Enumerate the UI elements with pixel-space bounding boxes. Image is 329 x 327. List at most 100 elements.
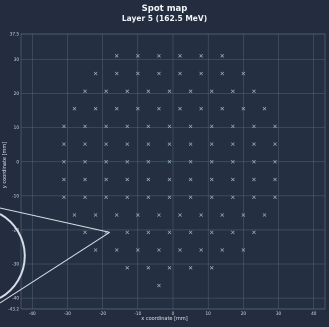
spot-point: [199, 213, 203, 217]
spot-marker-stroke: [220, 54, 224, 58]
spot-point: [241, 248, 246, 252]
spot-marker-stroke: [209, 230, 214, 235]
zoom-inset: [0, 207, 110, 304]
spot-point: [231, 195, 235, 199]
spot-point: [146, 177, 151, 182]
spot-point: [231, 177, 235, 182]
spot-point: [167, 195, 172, 199]
spot-point: [114, 213, 119, 217]
spot-point: [146, 195, 151, 199]
spot-point: [220, 106, 224, 111]
chart-title: Spot map: [141, 4, 188, 14]
spot-point: [104, 142, 108, 146]
zoom-connector-line: [0, 207, 110, 233]
spot-point: [178, 71, 182, 76]
spot-marker-stroke: [252, 177, 256, 182]
spot-point: [114, 71, 119, 76]
spot-marker-stroke: [252, 89, 256, 93]
y-tick-label: 30: [14, 57, 20, 62]
spot-marker-stroke: [136, 54, 140, 58]
spot-marker-stroke: [273, 177, 277, 182]
spot-marker-stroke: [104, 89, 108, 93]
spot-marker-stroke: [178, 213, 182, 217]
spot-point: [136, 71, 140, 76]
spot-marker-stroke: [125, 124, 129, 129]
spot-marker-stroke: [125, 89, 129, 93]
spot-marker-stroke: [167, 230, 172, 235]
spot-marker-stroke: [114, 248, 119, 252]
spot-marker-stroke: [178, 71, 182, 76]
x-tick-label: -30: [64, 311, 71, 316]
spot-marker-stroke: [167, 89, 172, 93]
spot-point: [104, 124, 108, 129]
spot-point: [83, 177, 87, 182]
spot-point: [252, 89, 256, 93]
y-tick-label: 37.5: [10, 32, 20, 37]
spot-marker-stroke: [209, 124, 214, 129]
spot-marker-stroke: [104, 195, 108, 199]
spot-point: [72, 106, 77, 111]
spot-point: [125, 124, 129, 129]
spot-point: [114, 106, 119, 111]
spot-marker-stroke: [125, 177, 129, 182]
spot-point: [209, 142, 214, 146]
spot-point: [104, 89, 108, 93]
spot-point: [125, 195, 129, 199]
y-tick-label: 20: [14, 91, 20, 96]
spot-marker-stroke: [146, 230, 151, 235]
spot-marker-stroke: [157, 106, 161, 111]
spot-point: [188, 124, 193, 129]
spot-marker-stroke: [178, 54, 182, 58]
spot-point: [188, 160, 193, 164]
spot-marker-stroke: [178, 106, 182, 111]
spot-marker-stroke: [252, 124, 256, 129]
spot-marker-stroke: [125, 142, 129, 146]
spot-marker-stroke: [273, 160, 277, 164]
spot-point: [167, 230, 172, 235]
spot-point: [136, 213, 140, 217]
spot-marker-stroke: [262, 213, 267, 217]
y-tick-label: -10: [12, 193, 19, 198]
spot-marker-stroke: [104, 142, 108, 146]
spot-point: [231, 160, 235, 164]
y-tick-label: 0: [16, 159, 19, 164]
spot-marker-stroke: [146, 160, 151, 164]
spot-point: [125, 142, 129, 146]
spot-point: [188, 177, 193, 182]
spot-marker-stroke: [178, 248, 182, 252]
spot-point: [125, 89, 129, 93]
spot-point: [209, 160, 214, 164]
spot-marker-stroke: [220, 248, 224, 252]
spot-point: [83, 195, 87, 199]
spot-point: [104, 160, 108, 164]
spot-marker-stroke: [62, 142, 66, 146]
spot-marker-stroke: [93, 106, 98, 111]
zoom-connector-line: [0, 231, 110, 304]
spot-point: [93, 213, 98, 217]
spot-point: [62, 195, 66, 199]
spot-marker-stroke: [62, 195, 66, 199]
spot-point: [146, 230, 151, 235]
spot-point: [167, 266, 172, 270]
spot-point: [157, 213, 161, 217]
spot-point: [188, 266, 193, 270]
spot-point: [167, 177, 172, 182]
x-tick-label: 40: [311, 311, 317, 316]
spot-marker-stroke: [83, 177, 87, 182]
spot-point: [199, 54, 203, 58]
spot-point: [178, 106, 182, 111]
spot-marker-stroke: [241, 106, 246, 111]
spot-marker-stroke: [146, 124, 151, 129]
spot-marker-stroke: [231, 89, 235, 93]
spot-marker-stroke: [209, 177, 214, 182]
y-tick-label: 10: [14, 125, 20, 130]
spot-marker-stroke: [188, 142, 193, 146]
spot-marker-stroke: [241, 248, 246, 252]
spot-marker-stroke: [231, 230, 235, 235]
spot-point: [209, 89, 214, 93]
spot-marker-stroke: [241, 71, 246, 76]
spot-point: [252, 142, 256, 146]
spot-marker-stroke: [188, 89, 193, 93]
tick-labels: -40 -30 -20 -10 0 10 20 30 40 37.5 30 20 10 0 -10 -20 -3…: [8, 32, 317, 317]
spot-point: [93, 71, 98, 76]
